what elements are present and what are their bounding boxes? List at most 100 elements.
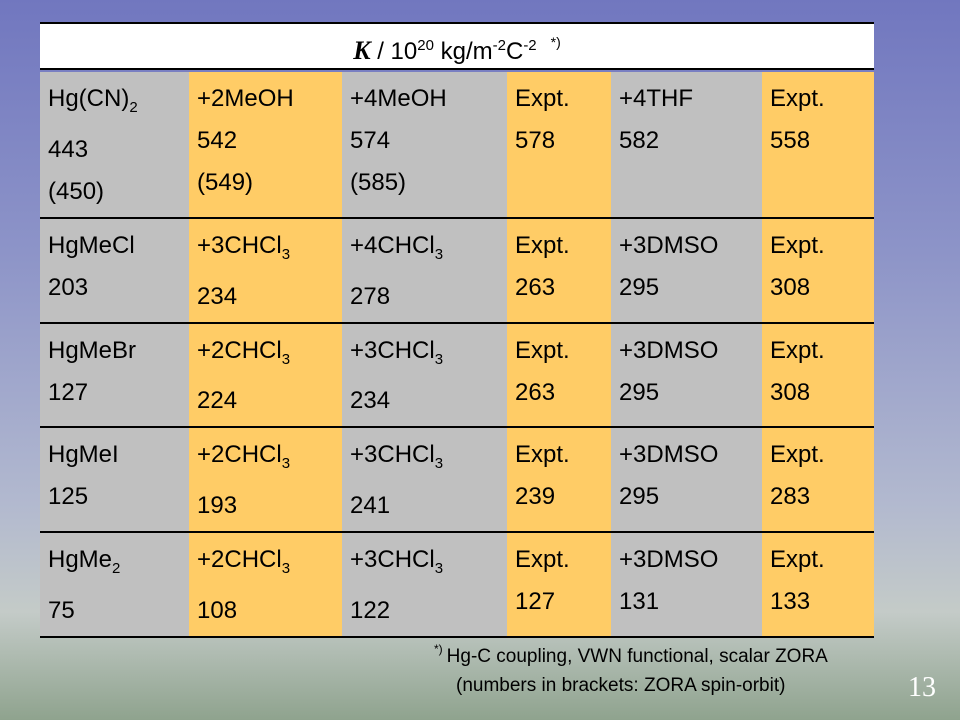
cell-value: 234 bbox=[350, 380, 507, 422]
cell-value: 263 bbox=[515, 372, 611, 414]
table-cell: +3DMSO 131 bbox=[611, 531, 762, 637]
cell-text: Expt. bbox=[515, 85, 570, 112]
cell-text: +2CHCl bbox=[197, 546, 282, 574]
cell-value: 234 bbox=[197, 276, 342, 318]
cell-value: (549) bbox=[197, 162, 342, 204]
cell-text: 234 bbox=[350, 387, 391, 415]
table-cell: Expt. 308 bbox=[762, 216, 874, 323]
table-cell: +3CHCl3 234 bbox=[189, 216, 342, 323]
table-cell: Expt. 133 bbox=[762, 531, 874, 637]
cell-value: +3DMSO bbox=[619, 225, 762, 267]
cell-value: Expt. bbox=[515, 539, 611, 581]
cell-value: 241 bbox=[350, 485, 507, 527]
cell-value: Expt. bbox=[770, 330, 874, 372]
table-row: Hg(CN)2 443 (450) +2MeOH 542 (549) +4MeOH 574 (5… bbox=[40, 72, 874, 218]
table-cell: HgMeCl 203 bbox=[40, 216, 189, 323]
cell-text: +4CHCl bbox=[350, 231, 435, 259]
table-cell: Expt. 578 bbox=[507, 72, 611, 218]
cell-text: Expt. bbox=[515, 336, 570, 364]
cell-value: 108 bbox=[197, 590, 342, 632]
table-cell: +3DMSO 295 bbox=[611, 216, 762, 323]
cell-value: 308 bbox=[770, 267, 874, 309]
table-row: HgMeI 125 +2CHCl3 193 +3CHCl3 241 Expt. 239 +3DM… bbox=[40, 426, 874, 533]
table-row: HgMeCl 203 +3CHCl3 234 +4CHCl3 278 Expt. 263 +3D… bbox=[40, 216, 874, 323]
cell-text: (585) bbox=[350, 169, 407, 196]
cell-text: 263 bbox=[515, 273, 556, 301]
cell-text: 203 bbox=[48, 273, 89, 301]
table-cell: +4THF 582 bbox=[611, 72, 762, 218]
cell-value: Hg(CN)2 bbox=[48, 78, 189, 129]
cell-value: +2CHCl3 bbox=[197, 330, 342, 381]
title-symbol: K bbox=[353, 36, 371, 65]
table-cell: +2CHCl3 224 bbox=[189, 321, 342, 428]
cell-value: +4THF bbox=[619, 78, 762, 120]
table-cell: +2MeOH 542 (549) bbox=[189, 72, 342, 218]
title-exp3: -2 bbox=[523, 37, 537, 54]
cell-value: HgMeCl bbox=[48, 225, 189, 267]
cell-value: +3DMSO bbox=[619, 330, 762, 372]
cell-subscript: 3 bbox=[281, 559, 291, 577]
table-row: HgMeBr 127 +2CHCl3 224 +3CHCl3 234 Expt. 263 +3D… bbox=[40, 321, 874, 428]
cell-text: HgMe bbox=[48, 546, 113, 574]
cell-text: Expt. bbox=[770, 231, 825, 259]
cell-value: 295 bbox=[619, 267, 762, 309]
cell-value: Expt. bbox=[515, 78, 611, 120]
cell-text: +2CHCl bbox=[197, 336, 282, 364]
cell-text: +3DMSO bbox=[619, 546, 719, 574]
cell-value: 582 bbox=[619, 120, 762, 162]
cell-subscript: 3 bbox=[434, 350, 444, 368]
cell-value: +2MeOH bbox=[197, 78, 342, 120]
cell-value: +3DMSO bbox=[619, 539, 762, 581]
cell-value: 263 bbox=[515, 267, 611, 309]
cell-text: 125 bbox=[48, 483, 89, 511]
cell-text: 108 bbox=[197, 596, 238, 624]
title-footnote-mark: *) bbox=[550, 34, 561, 50]
title-exp2: -2 bbox=[492, 37, 506, 54]
title-exp1: 20 bbox=[417, 37, 434, 54]
cell-value: +3CHCl3 bbox=[350, 330, 507, 381]
table-cell: +3DMSO 295 bbox=[611, 426, 762, 533]
cell-value: (450) bbox=[48, 171, 189, 213]
table-cell: Expt. 263 bbox=[507, 321, 611, 428]
cell-text: 193 bbox=[197, 492, 238, 520]
cell-text: +2CHCl bbox=[197, 441, 282, 469]
cell-text: 239 bbox=[515, 483, 556, 511]
cell-text: HgMeBr bbox=[48, 336, 137, 364]
cell-text: +4MeOH bbox=[350, 85, 447, 112]
page-number: 13 bbox=[908, 672, 936, 703]
cell-value: +4MeOH bbox=[350, 78, 507, 120]
cell-value: 239 bbox=[515, 476, 611, 518]
cell-value: Expt. bbox=[515, 330, 611, 372]
cell-value: 283 bbox=[770, 476, 874, 518]
cell-value: 295 bbox=[619, 372, 762, 414]
cell-value: 574 bbox=[350, 120, 507, 162]
cell-text: 308 bbox=[770, 273, 811, 301]
table-cell: +3CHCl3 241 bbox=[342, 426, 507, 533]
cell-value: HgMeI bbox=[48, 434, 189, 476]
cell-text: 295 bbox=[619, 483, 660, 511]
cell-text: HgMeI bbox=[48, 441, 119, 469]
title-c: C bbox=[505, 38, 524, 65]
cell-text: +2MeOH bbox=[197, 85, 294, 112]
cell-text: 241 bbox=[350, 492, 391, 520]
footnote: *) Hg-C coupling, VWN functional, scalar … bbox=[434, 635, 828, 700]
cell-text: Expt. bbox=[770, 85, 825, 112]
cell-text: 308 bbox=[770, 378, 811, 406]
cell-subscript: 3 bbox=[434, 455, 444, 473]
footnote-line2: (numbers in brackets: ZORA spin-orbit) bbox=[456, 675, 786, 696]
coupling-table: Hg(CN)2 443 (450) +2MeOH 542 (549) +4MeOH 574 (5… bbox=[40, 72, 874, 638]
cell-value: 578 bbox=[515, 120, 611, 162]
cell-text: +3CHCl bbox=[197, 231, 282, 259]
table-cell: +4CHCl3 278 bbox=[342, 216, 507, 323]
cell-value: +3CHCl3 bbox=[350, 539, 507, 590]
cell-subscript: 3 bbox=[434, 559, 444, 577]
table-body: Hg(CN)2 443 (450) +2MeOH 542 (549) +4MeOH 574 (5… bbox=[40, 72, 874, 637]
table-title: K / 1020 kg/m-2C-2 *) bbox=[40, 22, 874, 70]
cell-value: Expt. bbox=[770, 225, 874, 267]
cell-text: (549) bbox=[197, 169, 254, 196]
cell-value: 558 bbox=[770, 120, 874, 162]
cell-value: 122 bbox=[350, 590, 507, 632]
cell-text: 133 bbox=[770, 588, 811, 616]
table-cell: Expt. 558 bbox=[762, 72, 874, 218]
cell-text: 234 bbox=[197, 282, 238, 310]
